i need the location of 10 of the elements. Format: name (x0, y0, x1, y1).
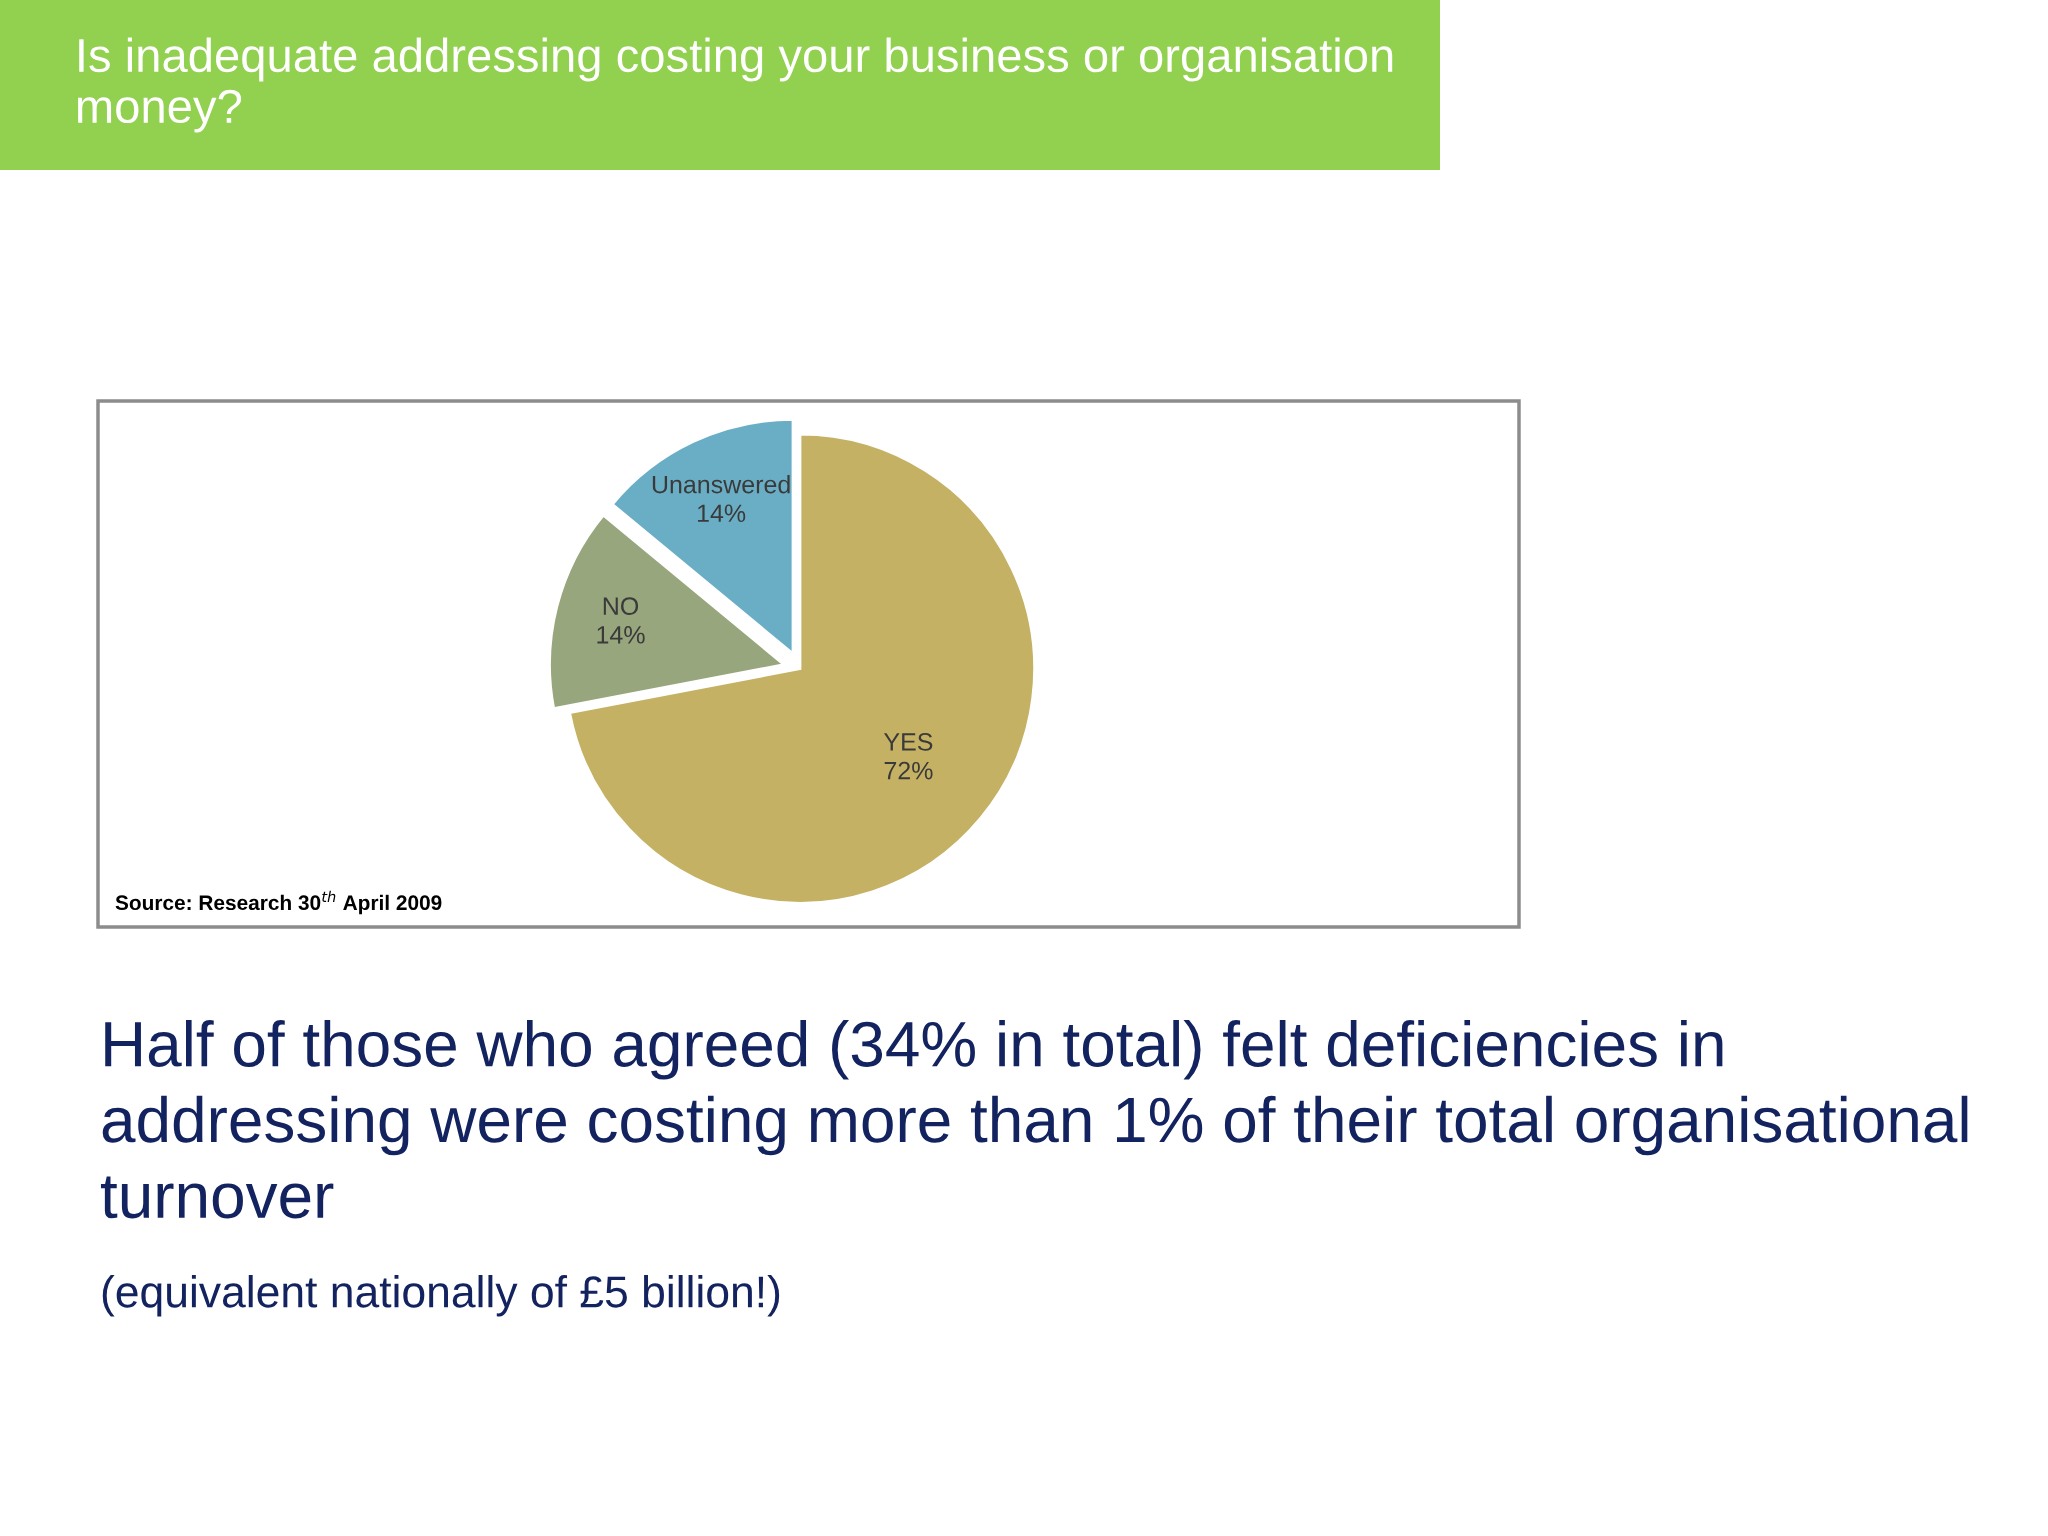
text: Half of those who agreed (34% in total) felt deficiencies in addressing were costing more than 1% of their total organisational turnover (100, 1020, 1968, 1219)
data-label: 14% (597, 626, 645, 644)
data-label: 14% (698, 504, 746, 523)
source-note: Source: Research 30$^{th}$ April 2009 (115, 890, 442, 915)
chart-title: Is inadequate addressing costing your business or organisation money? (77, 37, 1393, 133)
slice-label: YES (883, 733, 933, 751)
data-label: 72% (884, 761, 933, 780)
text: (equivalent nationally of £5 billion!) (102, 1275, 780, 1317)
slice-label: NO (603, 597, 639, 615)
slice-label: Unanswered (652, 475, 790, 494)
